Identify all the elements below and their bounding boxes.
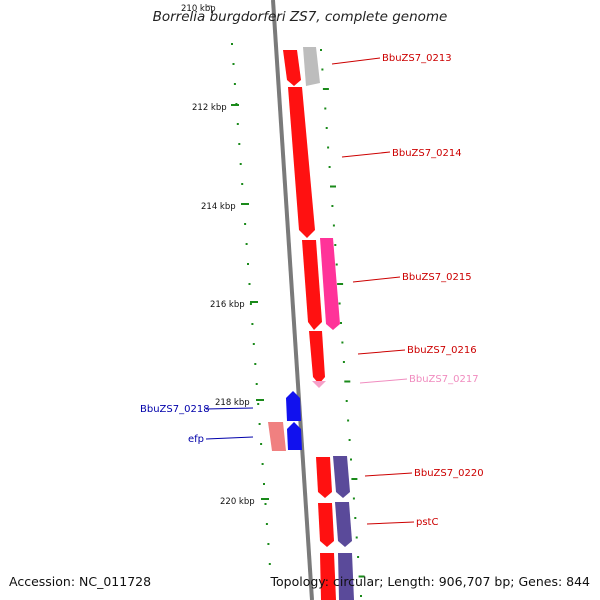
gene-arrow-pstC[interactable] xyxy=(318,503,334,547)
gene-arrow-0214[interactable] xyxy=(288,87,315,238)
svg-text:BbuZS7_0220: BbuZS7_0220 xyxy=(414,468,484,479)
gene-arrow-0216[interactable] xyxy=(309,331,325,384)
svg-text:BbuZS7_0215: BbuZS7_0215 xyxy=(402,272,472,283)
svg-text:BbuZS7_0217: BbuZS7_0217 xyxy=(409,374,479,385)
scale-tick-218: 218 kbp xyxy=(215,398,264,408)
svg-text:BbuZS7_0214: BbuZS7_0214 xyxy=(392,148,462,159)
gene-arrow-bottom[interactable] xyxy=(320,553,336,600)
scale-label-216: 216 kbp xyxy=(210,300,245,310)
purple-feature-pstC[interactable] xyxy=(335,502,352,547)
pink-feature-0215[interactable] xyxy=(320,238,340,330)
svg-text:pstC: pstC xyxy=(416,517,438,528)
gene-arrow-0217[interactable] xyxy=(312,381,326,388)
scale-label-212: 212 kbp xyxy=(192,103,227,113)
label-0214[interactable]: BbuZS7_0214 xyxy=(341,148,462,159)
scale-label-220: 220 kbp xyxy=(220,497,255,507)
label-pstC[interactable]: pstC xyxy=(366,517,438,528)
gene-arrow-0215[interactable] xyxy=(302,240,322,330)
label-0215[interactable]: BbuZS7_0215 xyxy=(352,272,472,283)
label-0218[interactable]: BbuZS7_0218 xyxy=(140,404,254,415)
svg-text:BbuZS7_0218: BbuZS7_0218 xyxy=(140,404,210,415)
label-0217[interactable]: BbuZS7_0217 xyxy=(359,374,479,385)
label-0213[interactable]: BbuZS7_0213 xyxy=(331,53,452,65)
genome-backbone xyxy=(271,0,314,600)
gene-arrow-0213[interactable] xyxy=(283,50,301,86)
scale-label-214: 214 kbp xyxy=(201,202,236,212)
gene-arrow-efp[interactable] xyxy=(287,422,302,450)
scale-tick-210: 210 kbp xyxy=(181,4,216,14)
svg-text:BbuZS7_0216: BbuZS7_0216 xyxy=(407,345,477,356)
map-title: Borrelia burgdorferi ZS7, complete genom… xyxy=(152,9,448,25)
feature-track-ticks xyxy=(320,49,365,597)
label-0220[interactable]: BbuZS7_0220 xyxy=(364,468,484,479)
scale-ticks xyxy=(231,43,271,565)
gene-arrow-0220[interactable] xyxy=(316,457,332,498)
scale-tick-216: 216 kbp xyxy=(210,300,258,310)
gene-arrow-0218[interactable] xyxy=(286,391,301,421)
scale-tick-212: 212 kbp xyxy=(192,103,239,113)
accession-text: Accession: NC_011728 xyxy=(9,574,152,589)
svg-text:efp: efp xyxy=(188,434,204,445)
scale-label-210: 210 kbp xyxy=(181,4,216,14)
scale-tick-220: 220 kbp xyxy=(220,497,269,507)
gray-feature-0213[interactable] xyxy=(303,47,320,86)
scale-tick-214: 214 kbp xyxy=(201,202,249,212)
purple-feature-bottom[interactable] xyxy=(338,553,354,600)
label-efp[interactable]: efp xyxy=(188,434,254,445)
purple-feature-0220[interactable] xyxy=(333,456,350,498)
label-0216[interactable]: BbuZS7_0216 xyxy=(357,345,477,356)
salmon-feature-efp[interactable] xyxy=(268,422,286,451)
svg-text:BbuZS7_0213: BbuZS7_0213 xyxy=(382,53,452,64)
scale-label-218: 218 kbp xyxy=(215,398,250,408)
topology-text: Topology: circular; Length: 906,707 bp; … xyxy=(270,574,591,589)
